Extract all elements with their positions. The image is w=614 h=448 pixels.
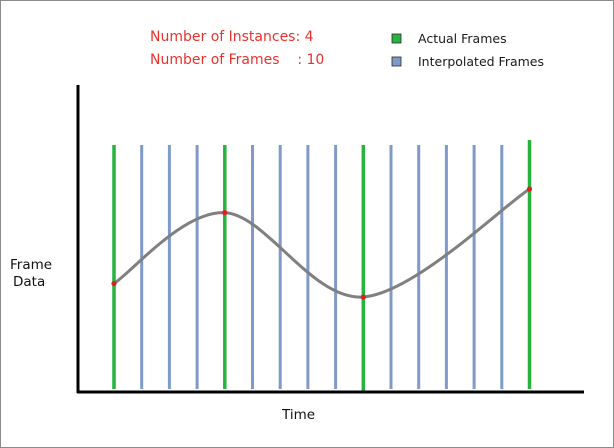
legend-interpolated-swatch xyxy=(391,56,402,67)
y-axis-label-line1: Frame xyxy=(10,257,52,273)
keyframe-marker-3 xyxy=(360,294,366,300)
frame-bars xyxy=(112,140,532,393)
frame-data-curve-layer xyxy=(111,186,533,300)
legend-actual-label: Actual Frames xyxy=(418,31,507,46)
instances-count-text: Number of Instances: 4 xyxy=(150,29,314,45)
legend-actual-swatch xyxy=(391,33,402,44)
keyframe-marker-4 xyxy=(526,186,533,192)
y-axis-label-line2: Data xyxy=(13,274,45,290)
frame-data-curve xyxy=(112,187,531,299)
keyframe-marker-1 xyxy=(111,280,117,287)
keyframe-marker-2 xyxy=(222,210,228,216)
legend-interpolated-label: Interpolated Frames xyxy=(418,54,544,69)
frames-count-text: Number of Frames : 10 xyxy=(150,52,324,68)
x-axis-label: Time xyxy=(281,407,315,423)
